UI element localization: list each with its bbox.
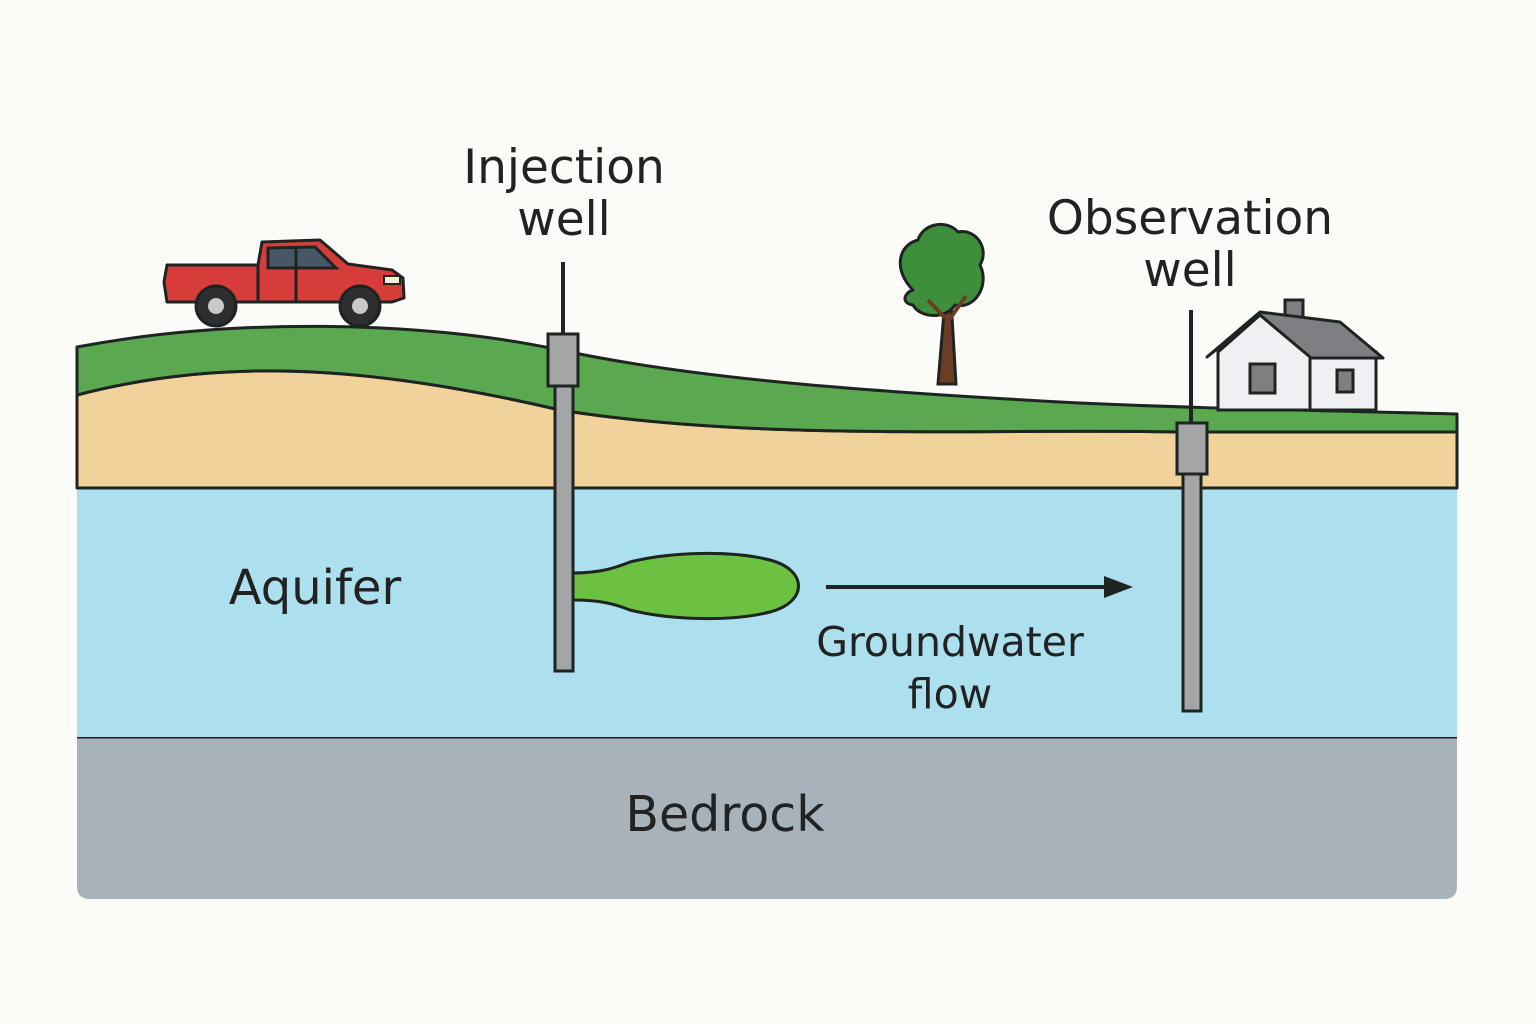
flow-arrow [826,576,1133,598]
groundwater-flow-label-line1: Groundwater [816,618,1084,666]
observation-well-label-line2: well [1143,242,1237,298]
aquifer-label: Aquifer [228,560,402,616]
bedrock-layer [77,737,1457,899]
plume [571,551,800,621]
house-icon [1205,298,1385,412]
tree-icon [898,222,985,386]
pickup-truck-icon [162,238,406,328]
injection-well-label-line2: well [517,191,611,247]
injection-well-label: Injection well [440,142,688,245]
injection-well-label-line1: Injection [463,140,665,195]
bedrock-label: Bedrock [625,786,825,843]
observation-well-label-line1: Observation [1046,191,1334,246]
observation-well-label: Observation well [1030,193,1350,296]
groundwater-flow-label: Groundwater flow [800,617,1100,720]
observation-well [1175,310,1209,713]
injection-well [546,262,580,673]
groundwater-flow-label-line2: flow [907,669,993,718]
